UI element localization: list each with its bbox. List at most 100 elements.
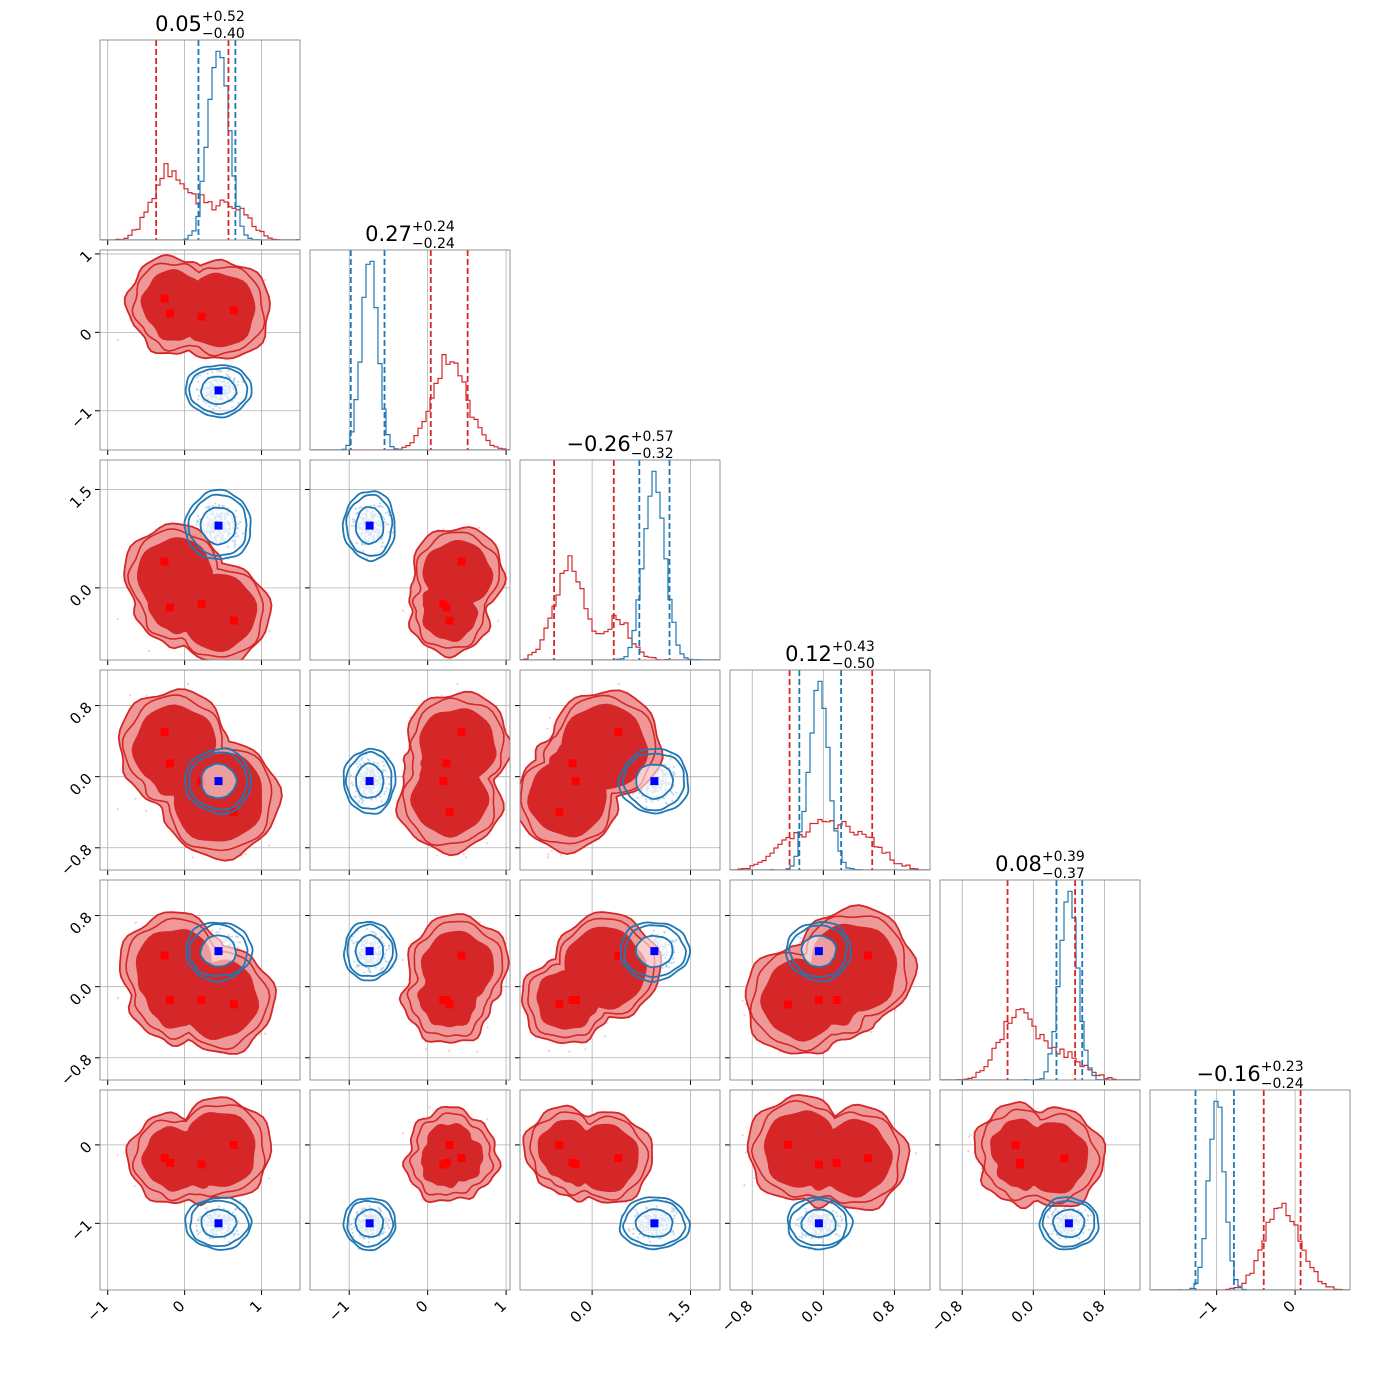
panel-frame [309,669,511,871]
red-contour-inner [422,540,494,643]
red-marker [229,616,238,625]
red-contour-inner [763,1110,893,1198]
param-title-4: 0.08+0.39 [995,849,1085,876]
red-marker [442,759,451,768]
title-median: −0.16 [1196,1062,1260,1086]
red-contour-inner [136,537,258,653]
blue-marker [650,947,659,956]
histogram-blue [520,470,720,660]
x-tick-label: −1 [1192,1297,1220,1325]
red-contour-mid [520,694,657,845]
panel-frame [309,249,511,451]
red-contour-mid [406,920,504,1038]
y-tick-label: −1 [67,1216,95,1244]
panel-1-1: 0.27+0.24−0.24 [309,219,511,455]
red-marker [568,759,577,768]
y-tick-label: 0 [76,1138,95,1157]
panel-frame [729,1089,931,1291]
panel-0-2 [95,459,301,665]
x-tick-label: −0.8 [718,1297,756,1335]
blue-contour-mid [622,1199,687,1247]
red-marker [166,996,174,1004]
red-contour-mid [527,917,656,1039]
title-minus: −0.40 [202,26,245,42]
y-tick-label: 0 [76,325,95,344]
panel-2-4 [515,879,721,1085]
red-marker [457,1154,466,1163]
title-minus: −0.32 [631,446,674,462]
red-marker [197,1160,206,1169]
red-contour-mid [401,697,505,847]
red-marker [445,1000,454,1009]
red-marker [166,603,174,612]
blue-contour-mid [788,924,848,979]
panel-0-0: 0.05+0.52−0.40 [99,9,301,245]
blue-contour-outer [1038,1196,1100,1251]
param-title-0: 0.05+0.52 [155,9,245,36]
blue-contour-mid [1041,1200,1096,1248]
histogram-red [730,818,930,870]
red-marker [166,309,174,318]
red-marker [197,996,206,1004]
red-contour-mid [131,1104,266,1202]
blue-contour-mid [344,751,393,810]
y-tick-label: −0.8 [57,1051,95,1089]
param-title-5: −0.16+0.23 [1196,1059,1303,1086]
panel-frame [729,879,931,1081]
red-marker [571,996,580,1004]
red-contour-inner [131,704,263,842]
panel-frame [99,879,301,1081]
y-tick-label: −0.8 [57,841,95,879]
panel-frame [99,249,301,451]
red-marker [783,1000,792,1009]
red-marker [229,808,238,817]
panel-frame [939,879,1141,1081]
panel-frame [99,669,301,871]
red-marker [160,951,169,960]
red-contour-inner [420,1122,484,1189]
red-marker [555,808,564,817]
histogram-blue [1150,1100,1350,1290]
blue-contour-mid [189,1199,250,1247]
title-median: 0.12 [785,642,832,666]
blue-contour-outer [618,1196,691,1251]
blue-contour-outer [184,1196,253,1251]
blue-marker [814,947,823,956]
red-marker [457,951,466,960]
title-median: 0.27 [365,222,412,246]
red-marker [832,1158,841,1167]
blue-marker [214,777,223,786]
red-contour-inner [990,1118,1089,1194]
red-contour-mid [529,1111,650,1201]
red-marker [229,1140,238,1149]
panel-frame [1149,1089,1351,1291]
blue-contour-mid [188,751,249,811]
red-contour-mid [408,1112,495,1196]
red-contour-mid [750,1099,901,1205]
panel-1-4 [305,879,511,1085]
red-marker [445,1140,454,1149]
blue-marker [650,1219,659,1228]
blue-marker [365,521,374,530]
title-minus: −0.50 [832,656,875,672]
y-tick-label: −1 [67,404,95,432]
red-marker [814,996,823,1004]
red-marker [832,996,841,1004]
x-tick-label: 0.0 [1008,1297,1038,1327]
title-plus: +0.24 [412,219,455,235]
red-marker [160,728,169,737]
y-tick-label: 1 [76,247,95,266]
blue-contour-outer [342,1197,397,1252]
red-marker [457,557,466,566]
red-marker [166,1158,174,1167]
title-plus: +0.23 [1261,1059,1304,1075]
panel-4-5 [935,1089,1141,1295]
red-contour-mid [411,531,500,649]
panel-3-4 [725,879,931,1085]
x-tick-label: 0.0 [798,1297,828,1327]
blue-contour-outer [185,921,254,983]
blue-contour-mid [187,493,248,557]
panel-frame [729,669,931,871]
panel-frame [939,1089,1141,1291]
y-tick-label: 0.0 [66,980,96,1010]
